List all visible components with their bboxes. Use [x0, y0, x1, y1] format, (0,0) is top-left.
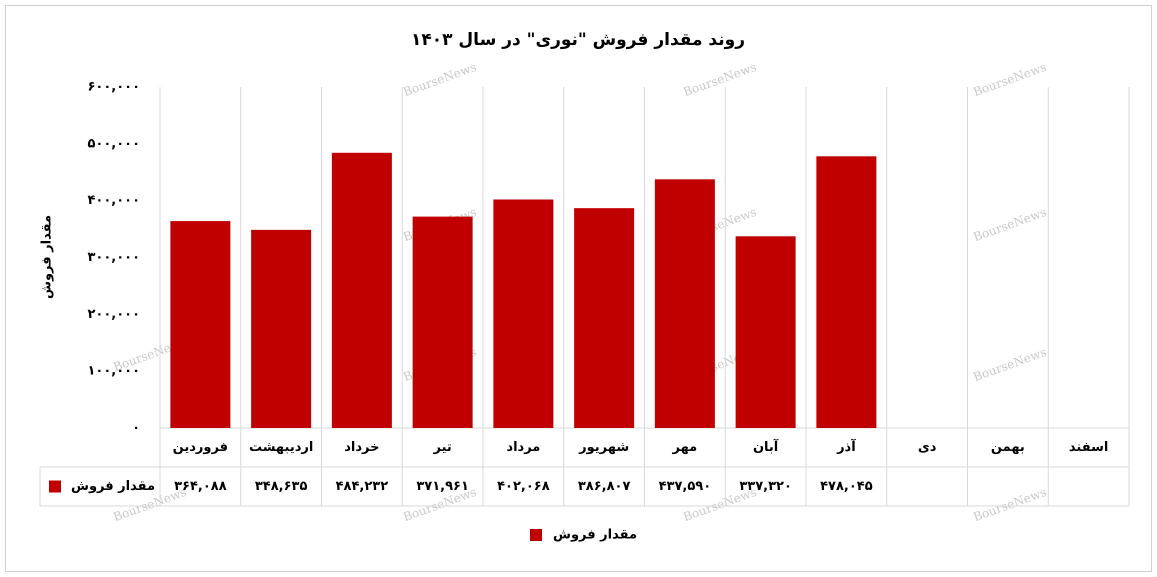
x-tick-label: آبان: [753, 438, 779, 455]
legend-swatch: [49, 480, 61, 493]
y-tick-label: ۵۰۰,۰۰۰: [87, 136, 140, 151]
y-tick-label: ۶۰۰,۰۰۰: [87, 80, 140, 95]
legend-swatch: [530, 529, 542, 541]
table-value: ۳۴۸,۶۳۵: [255, 479, 308, 494]
x-tick-label: تیر: [432, 440, 451, 455]
bar: [412, 216, 473, 428]
bar: [493, 199, 554, 428]
x-tick-label: مرداد: [506, 440, 540, 455]
x-tick-label: آذر: [836, 438, 856, 455]
x-tick-label: اسفند: [1069, 440, 1108, 455]
table-value: ۳۷۱,۹۶۱: [416, 479, 469, 494]
bar: [251, 229, 312, 428]
x-tick-label: شهریور: [578, 440, 629, 455]
bar: [574, 208, 635, 428]
table-value: ۴۸۴,۲۳۲: [336, 479, 389, 494]
y-tick-label: ۱۰۰,۰۰۰: [87, 364, 140, 379]
x-tick-label: اردیبهشت: [249, 440, 313, 455]
y-axis-label: مقدار فروش: [40, 215, 55, 299]
bar: [654, 179, 715, 428]
bar: [331, 152, 392, 429]
y-tick-label: ۰: [132, 421, 140, 436]
y-tick-label: ۲۰۰,۰۰۰: [87, 307, 140, 322]
bar: [170, 221, 231, 428]
table-value: ۳۸۶,۸۰۷: [578, 479, 631, 494]
x-tick-label: بهمن: [991, 440, 1025, 455]
x-tick-label: فروردین: [173, 440, 228, 455]
table-value: ۳۳۷,۳۲۰: [739, 479, 792, 494]
table-value: ۴۰۲,۰۶۸: [497, 479, 550, 494]
legend-label: مقدار فروش: [71, 479, 155, 494]
bar: [816, 156, 877, 428]
bar: [735, 236, 796, 428]
x-tick-label: مهر: [672, 440, 698, 455]
table-value: ۳۶۴,۰۸۸: [174, 479, 227, 494]
x-tick-label: خرداد: [344, 440, 379, 455]
x-tick-label: دی: [918, 440, 937, 455]
y-tick-label: ۳۰۰,۰۰۰: [87, 250, 140, 265]
legend-label: مقدار فروش: [553, 528, 637, 543]
chart-title: روند مقدار فروش "نوری" در سال ۱۴۰۳: [411, 30, 745, 50]
table-value: ۴۷۸,۰۴۵: [820, 479, 873, 494]
y-tick-label: ۴۰۰,۰۰۰: [87, 193, 140, 208]
table-value: ۴۳۷,۵۹۰: [659, 479, 712, 494]
